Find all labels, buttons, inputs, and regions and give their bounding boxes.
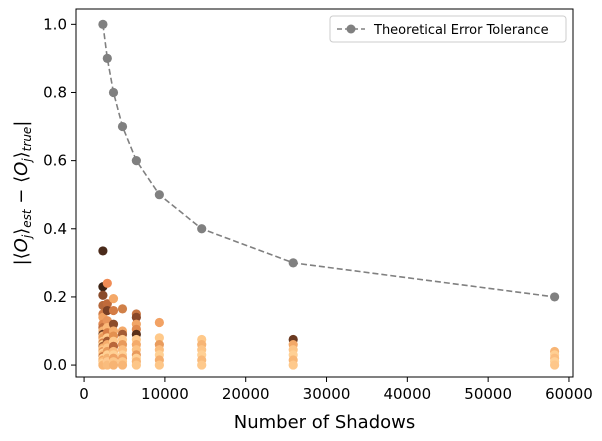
scatter-point — [108, 294, 119, 304]
scatter-point — [550, 360, 560, 370]
scatter-point — [98, 246, 108, 256]
x-tick-label: 10000 — [141, 385, 189, 403]
x-axis: 0 10000 20000 30000 40000 50000 60000 — [79, 377, 593, 403]
scatter-point — [154, 333, 164, 343]
scatter-point — [117, 304, 128, 314]
y-tick-label: 1.0 — [43, 15, 67, 33]
theoretical-error-tolerance-point — [102, 53, 112, 64]
scatter-point — [108, 319, 119, 329]
y-tick-label: 0.0 — [43, 356, 67, 374]
theoretical-error-tolerance-point — [154, 190, 164, 200]
series-layer — [98, 19, 560, 302]
legend-box — [329, 15, 567, 43]
scatter-point — [288, 360, 298, 370]
scatter-point — [102, 299, 112, 309]
y-axis: 0.0 0.2 0.4 0.6 0.8 1.0 — [43, 15, 76, 374]
legend: Theoretical Error Tolerance — [329, 15, 567, 43]
theoretical-error-tolerance-line — [102, 24, 555, 298]
theoretical-error-tolerance-point — [550, 292, 560, 302]
axes-frame — [75, 8, 574, 378]
theoretical-error-tolerance-point — [288, 258, 298, 268]
y-tick-label: 0.8 — [43, 83, 67, 101]
x-tick-label: 0 — [79, 385, 89, 403]
y-tick-label: 0.4 — [43, 220, 67, 238]
scatter-point — [131, 312, 141, 322]
scatter-point — [131, 360, 141, 370]
x-tick-label: 40000 — [383, 385, 431, 403]
theoretical-error-tolerance-point — [197, 224, 207, 234]
scatter-point — [117, 360, 128, 370]
y-tick-label: 0.2 — [43, 288, 67, 306]
scatter-point — [154, 360, 164, 370]
scatter-layer — [98, 246, 560, 370]
x-tick-label: 50000 — [464, 385, 512, 403]
theoretical-error-tolerance-point — [131, 156, 141, 166]
x-tick-label: 60000 — [545, 385, 593, 403]
x-tick-label: 20000 — [222, 385, 270, 403]
x-axis-label: Number of Shadows — [234, 412, 416, 433]
theoretical-error-tolerance-point — [108, 87, 119, 98]
scatter-point — [154, 317, 164, 328]
scatter-point — [197, 360, 207, 370]
scatter-point — [102, 278, 112, 288]
scatter-point — [98, 290, 108, 300]
legend-marker-swatch — [346, 24, 356, 34]
scatter-point — [108, 360, 119, 370]
theoretical-error-tolerance-point — [98, 19, 108, 29]
y-tick-label: 0.6 — [43, 152, 67, 170]
y-axis-label: |⟨Oj⟩est − ⟨Oj⟩true| — [11, 121, 34, 266]
legend-label-theoretical-error-tolerance: Theoretical Error Tolerance — [373, 23, 549, 38]
x-tick-label: 30000 — [303, 385, 351, 403]
theoretical-error-tolerance-point — [117, 121, 128, 132]
scatter-point — [108, 305, 119, 316]
